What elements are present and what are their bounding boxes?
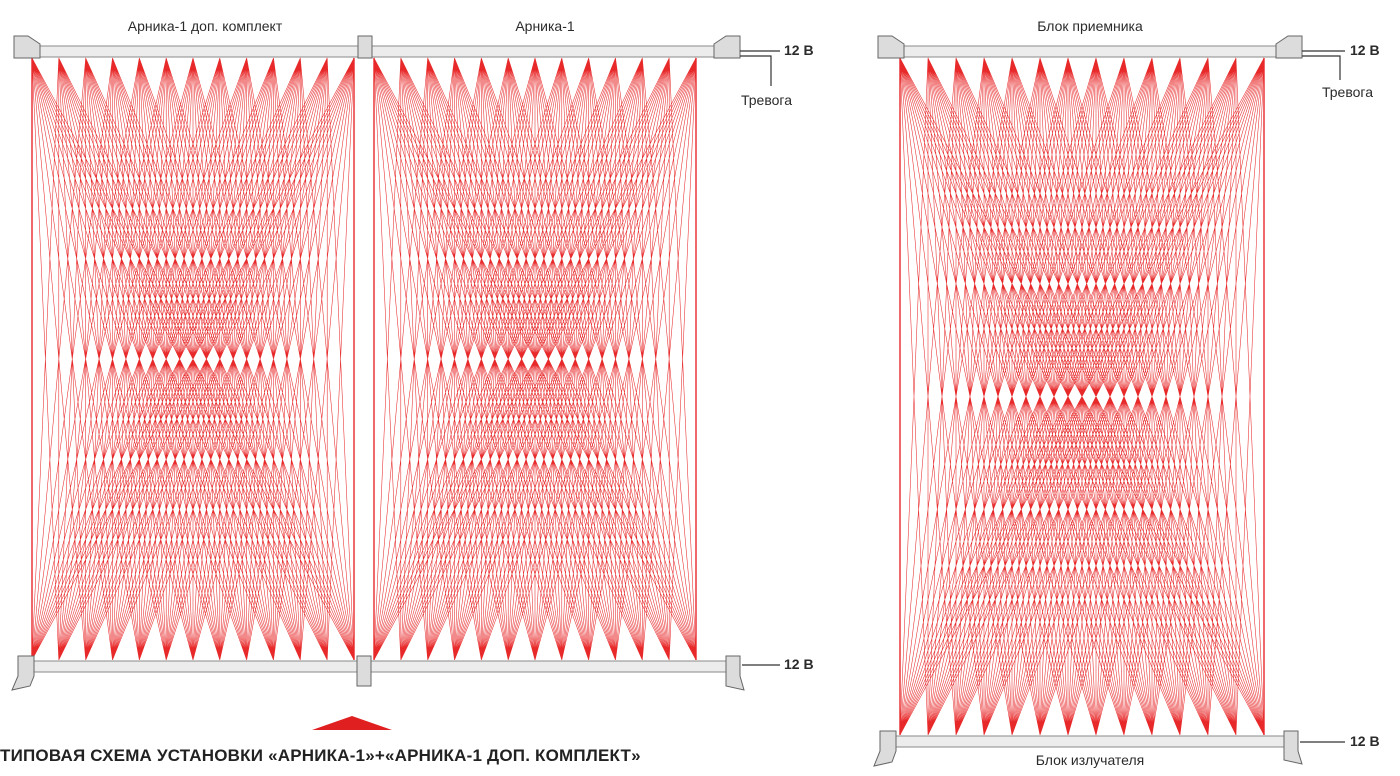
label-arnika-main: Арника-1 xyxy=(515,18,575,34)
bracket-top-right xyxy=(713,35,741,59)
label-alarm: Тревога xyxy=(741,92,792,108)
beam-panel-single-edges xyxy=(899,58,1265,735)
bracket-top-middle xyxy=(357,35,373,59)
label-receiver-alarm: Тревога xyxy=(1322,84,1373,100)
beam-panel-main-rays xyxy=(373,57,697,661)
bracket-top-left xyxy=(13,35,41,59)
wire-alarm xyxy=(740,55,772,86)
label-bottom-voltage: 12 В xyxy=(784,656,814,672)
emitter-bracket-left xyxy=(873,730,897,767)
receiver-rail xyxy=(884,45,1296,58)
receiver-bracket-left xyxy=(877,35,905,59)
bracket-bottom-left xyxy=(11,655,35,691)
hardware-layer xyxy=(11,35,1345,767)
bottom-rail-main xyxy=(364,660,736,673)
beam-panel-main xyxy=(373,57,697,661)
beam-panel-single xyxy=(899,57,1265,736)
bottom-rail-extra xyxy=(19,660,366,673)
red-marker xyxy=(312,716,392,730)
beam-pattern-layer xyxy=(31,57,1265,736)
top-rail-extra xyxy=(19,45,366,58)
beam-panel-extra-rays xyxy=(31,57,355,661)
label-arnika-extra: Арника-1 доп. комплект xyxy=(127,18,283,34)
label-emitter: Блок излучателя xyxy=(1035,752,1145,768)
label-receiver-voltage: 12 В xyxy=(1350,42,1380,58)
receiver-bracket-right xyxy=(1275,35,1303,59)
beam-panel-single-rays xyxy=(899,57,1265,736)
beam-panel-main-edges xyxy=(373,58,697,660)
label-emitter-voltage: 12 В xyxy=(1350,733,1380,749)
top-rail-main xyxy=(364,45,736,58)
beam-panel-extra xyxy=(31,57,355,661)
label-top-voltage: 12 В xyxy=(784,42,814,58)
label-receiver: Блок приемника xyxy=(1037,18,1143,34)
beam-panel-extra-edges xyxy=(31,58,355,660)
bracket-bottom-middle xyxy=(356,655,372,687)
emitter-bracket-right xyxy=(1283,730,1303,765)
bracket-bottom-right xyxy=(725,655,745,691)
caption: ТИПОВАЯ СХЕМА УСТАНОВКИ «АРНИКА-1»+«АРНИ… xyxy=(0,746,641,765)
receiver-wire-alarm xyxy=(1302,55,1341,80)
emitter-rail xyxy=(884,735,1296,748)
